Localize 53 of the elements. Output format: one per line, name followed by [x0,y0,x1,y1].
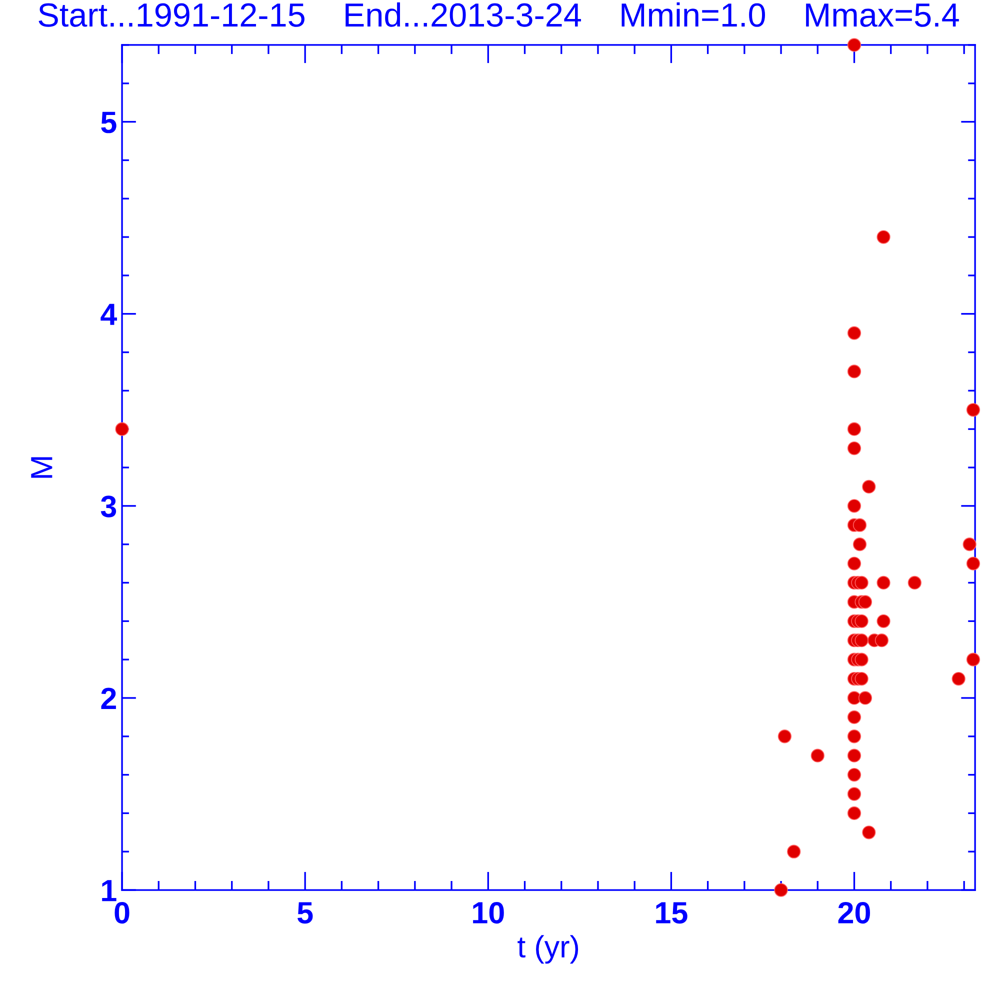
point [774,883,788,897]
point [847,499,862,513]
point [847,326,862,340]
point [874,634,889,648]
point [854,614,868,628]
point [966,556,980,570]
point [847,768,862,782]
point [962,538,976,552]
point [966,403,980,417]
point [810,748,824,762]
point [858,691,872,705]
point [847,806,862,820]
chart-title: Start...1991-12-15 End...2013-3-24 Mmin=1.0 Mmax=5.4 [38,2,959,27]
point [908,576,922,590]
y-tick-label: 5 [101,112,116,134]
point [854,634,868,648]
point [852,518,867,532]
point [847,710,862,724]
x-tick-label: 0 [114,902,130,924]
x-tick-label: 20 [838,902,870,924]
point [858,595,872,609]
point [862,480,876,494]
point [847,556,862,570]
point [952,672,966,686]
x-tick-label: 5 [298,902,313,924]
point [854,652,868,666]
point [847,364,862,378]
point [847,787,862,801]
point [847,691,862,705]
point [854,576,868,590]
y-tick-label: 1 [102,880,116,902]
point [876,230,890,244]
point [876,576,890,590]
point [847,730,862,744]
point [847,422,862,436]
point [847,748,862,762]
point [852,538,867,552]
x-tick-label: 10 [473,902,504,924]
x-tick-label: 15 [656,902,688,924]
y-tick-label: 4 [100,304,118,325]
point [847,441,862,456]
point [862,826,876,840]
point [876,614,890,628]
y-tick-label: 2 [101,688,116,710]
y-axis-title: M [31,457,52,478]
point [854,672,868,686]
point [787,844,801,858]
x-axis-title: t (yr) [518,935,578,964]
point [966,652,980,666]
point [847,38,862,52]
y-tick-label: 3 [100,496,116,518]
point [778,730,792,744]
point [115,422,129,436]
